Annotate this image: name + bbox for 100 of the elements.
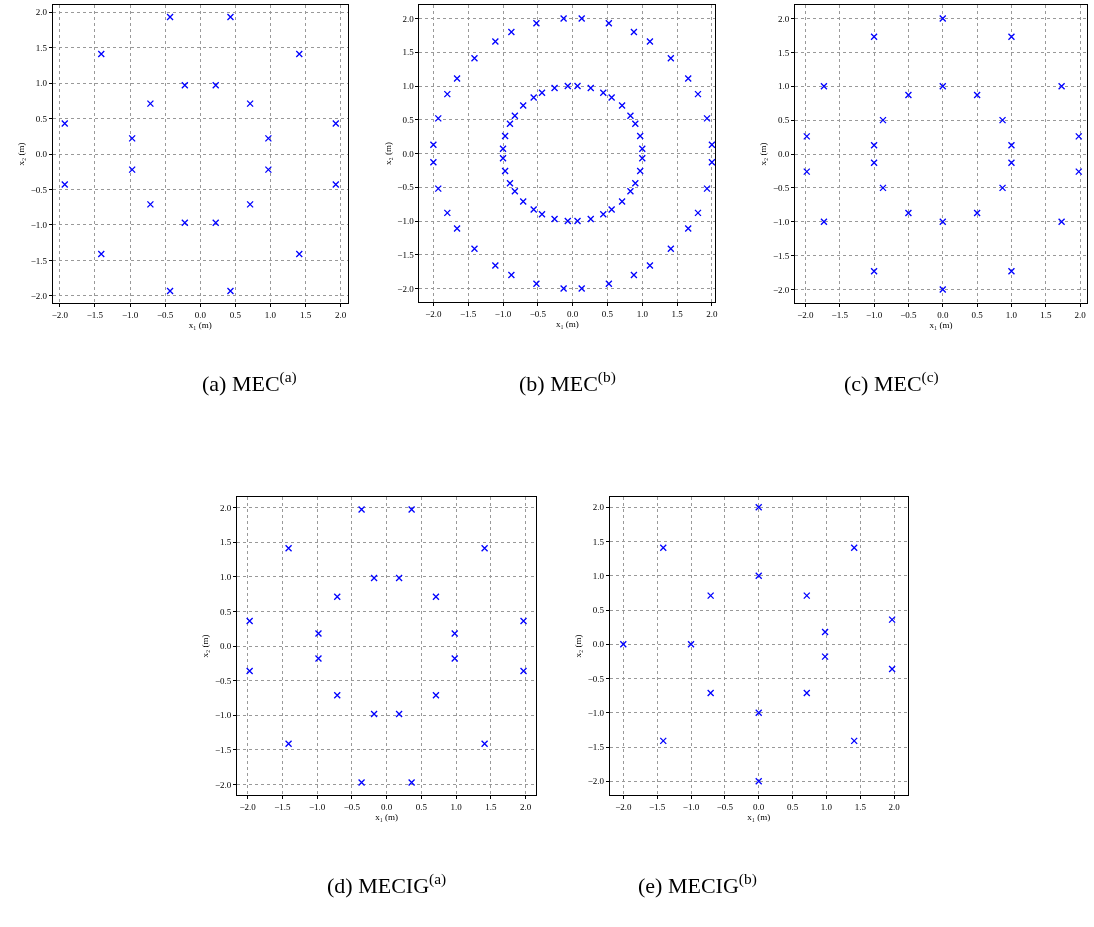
y-tick-label: −1.5 [397, 249, 415, 260]
x-tick-label: 2.0 [888, 801, 901, 812]
y-tick-label: −1.0 [30, 220, 48, 231]
x-tick-label: 1.0 [450, 801, 463, 812]
text: (c) MEC$^{(c)}$ [844, 368, 939, 397]
point [1007, 159, 1016, 167]
point [820, 218, 828, 226]
x-tick-label: −2.0 [797, 309, 815, 320]
y-tick-label: −0.5 [215, 675, 232, 686]
x-tick-label: 1.5 [1040, 309, 1052, 320]
point [707, 689, 715, 697]
point [879, 116, 887, 124]
point [939, 285, 947, 294]
y-tick-label: −1.5 [772, 250, 790, 261]
point [939, 14, 947, 23]
point [451, 629, 459, 638]
point [870, 141, 878, 149]
y-tick-label: −1.5 [587, 742, 605, 753]
point [1007, 141, 1016, 149]
y-tick-label: 0.0 [35, 149, 48, 160]
y-axis-title: x₂ (m) [382, 142, 393, 165]
y-tick-label: 2.0 [35, 7, 48, 18]
point [1007, 33, 1016, 41]
point [998, 116, 1007, 124]
y-tick-label: −2.0 [587, 776, 605, 787]
point [61, 180, 69, 189]
x-tick-label: −0.5 [157, 309, 174, 320]
x-tick-label: −0.5 [716, 801, 734, 812]
point [803, 132, 811, 141]
x-tick-label: 0.5 [786, 801, 799, 812]
x-tick-label: −1.5 [460, 308, 477, 319]
point [432, 691, 440, 699]
x-tick-label: 2.0 [335, 309, 347, 320]
x-tick-label: 2.0 [1074, 309, 1087, 320]
x-tick-label: −2.0 [425, 308, 443, 319]
point [245, 617, 254, 625]
point [451, 654, 459, 663]
point [432, 593, 440, 601]
y-tick-label: 2.0 [592, 502, 605, 513]
x-axis-title: x₁ (m) [188, 319, 212, 330]
x-tick-label: 0.5 [229, 309, 242, 320]
point [332, 180, 340, 189]
y-axis-title: x₂ (m) [16, 142, 27, 166]
y-tick-label: −1.0 [215, 710, 232, 721]
y-tick-label: 1.0 [402, 81, 415, 92]
x-tick-label: −1.0 [494, 308, 512, 319]
x-tick-label: 1.5 [299, 309, 312, 320]
y-tick-label: 1.5 [778, 47, 790, 58]
point [332, 119, 340, 128]
y-tick-label: 0.0 [592, 639, 605, 650]
text: (b) MEC$^{(b)}$ [519, 368, 616, 397]
y-tick-label: −0.5 [397, 182, 415, 193]
y-tick-label: 1.5 [35, 42, 48, 53]
x-tick-label: −2.0 [51, 309, 69, 320]
point [284, 544, 293, 552]
point [1007, 267, 1016, 275]
point [1075, 132, 1083, 141]
point [97, 50, 105, 58]
point [519, 617, 528, 625]
x-tick-label: 2.0 [706, 308, 719, 319]
y-tick-label: −2.0 [30, 291, 48, 302]
point [97, 250, 105, 258]
y-tick-label: 2.0 [220, 502, 232, 513]
x-tick-label: 1.0 [820, 801, 833, 812]
y-axis-title: x₂ (m) [572, 634, 583, 658]
x-tick-label: −2.0 [615, 801, 632, 812]
x-tick-label: 1.0 [636, 308, 649, 319]
y-tick-label: 0.5 [220, 606, 232, 617]
x-tick-label: 0.0 [937, 309, 949, 320]
x-tick-label: 0.0 [194, 309, 207, 320]
point [246, 200, 254, 209]
point [295, 50, 303, 58]
x-axis-title: x₁ (m) [747, 811, 771, 822]
point [687, 640, 695, 648]
x-axis-title: x₁ (m) [555, 318, 579, 329]
y-tick-label: −0.5 [772, 183, 790, 194]
point [821, 652, 829, 661]
y-tick-label: 1.5 [592, 536, 605, 547]
point [480, 544, 489, 552]
y-tick-label: −1.0 [397, 216, 415, 227]
y-tick-label: 2.0 [778, 13, 790, 24]
point [879, 184, 887, 192]
x-tick-label: −0.5 [343, 801, 361, 812]
point [212, 219, 220, 227]
y-tick-label: 0.0 [220, 641, 232, 652]
y-tick-label: 0.5 [778, 115, 790, 126]
point [245, 667, 254, 675]
y-tick-label: 1.0 [592, 570, 605, 581]
y-tick-label: 1.0 [35, 78, 48, 89]
x-tick-label: −1.5 [274, 801, 291, 812]
y-tick-label: 2.0 [402, 13, 415, 24]
point [659, 737, 667, 745]
point [803, 689, 811, 697]
point [295, 250, 303, 258]
y-tick-label: −2.0 [772, 284, 790, 295]
point [803, 167, 811, 176]
x-tick-label: 0.0 [567, 308, 579, 319]
point [480, 740, 489, 748]
text: (d) MECIG$^{(a)}$ [327, 870, 447, 899]
y-tick-label: −0.5 [30, 184, 48, 195]
